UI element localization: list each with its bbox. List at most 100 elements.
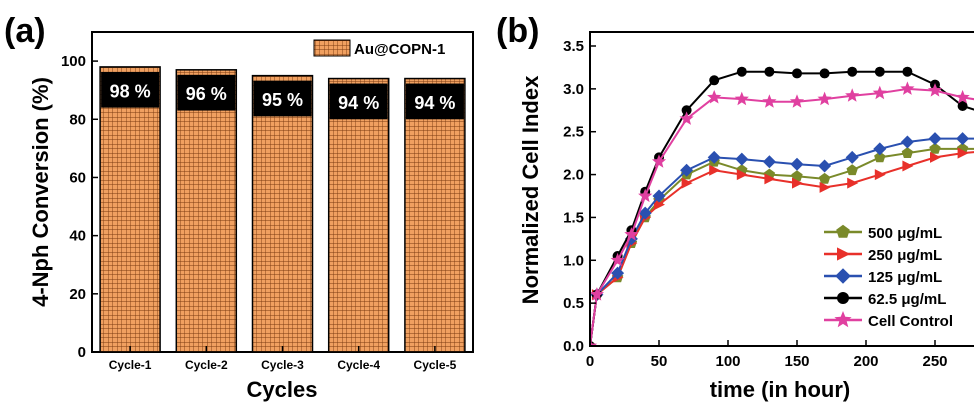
data-point-marker [928,132,942,146]
legend-label: 250 μg/mL [868,247,942,264]
data-point-marker [874,151,886,163]
panel-b-legend: 500 μg/mL 250 μg/mL 125 μg/mL 62.5 μg/mL Cel… [824,224,953,330]
bar [327,77,390,353]
y-tick-label: 60 [69,169,86,186]
bar-top-band [101,71,160,108]
panel-b-label: (b) [496,12,539,50]
legend-label: 125 μg/mL [868,269,942,286]
bar [175,69,238,353]
panel-a-ylabel: 4-Nph Conversion (%) [28,77,53,307]
y-tick-label: 2.5 [563,124,584,141]
y-tick-label: 40 [69,228,86,245]
panel-a-legend: Au@COPN-1 [313,39,445,58]
data-point-marker [847,66,858,77]
data-point-marker [652,189,666,203]
data-point-marker [900,81,915,95]
data-point-marker [590,338,598,345]
data-point-marker [929,142,941,154]
data-point-marker [872,85,887,100]
data-point-marker [927,83,943,97]
data-point-marker [957,101,968,111]
legend-swatch [313,39,351,57]
data-point-marker [611,266,625,280]
panel-a: (a) 98 % 96 % 95 % 94 % 94 % 0 20 40 60 80 100 Cy… [4,12,474,402]
data-point-marker [736,66,747,77]
data-point-marker [836,224,850,238]
data-point-marker [955,89,970,104]
bar-top-band [177,74,236,111]
x-tick-label: 50 [651,353,668,370]
y-tick-label: 100 [61,53,86,70]
data-point-marker [837,247,851,261]
bar-data-label: 98 % [110,81,151,101]
data-point-marker [762,94,777,108]
legend-label: 62.5 μg/mL [868,291,946,308]
data-point-marker [709,164,721,176]
data-point-marker [900,135,914,149]
y-tick-label: 1.0 [563,252,584,269]
data-point-marker [956,132,970,146]
legend-label: Au@COPN-1 [354,41,445,58]
data-point-marker [707,150,721,164]
data-point-marker [902,160,914,172]
panel-b-ylabel: Normalized Cell Index [518,75,543,304]
data-point-marker [790,157,804,171]
x-tick-label: Cycle-1 [109,358,152,372]
y-tick-label: 3.0 [563,81,584,98]
data-point-marker [624,227,639,241]
data-point-marker [845,150,859,164]
bar-data-label: 94 % [338,93,379,113]
y-tick-label: 0 [78,344,86,361]
data-point-marker [736,169,748,181]
data-point-marker [764,66,775,77]
data-point-marker [818,172,831,184]
data-point-marker [847,177,859,189]
data-point-marker [817,91,832,106]
data-point-marker [791,170,803,182]
data-point-marker [681,177,693,189]
x-tick-label: Cycle-4 [337,358,380,372]
bar [404,77,466,353]
data-point-marker [610,252,625,267]
y-tick-label: 1.5 [563,209,584,226]
bar-data-label: 96 % [186,84,227,104]
y-tick-label: 0.5 [563,295,584,312]
x-tick-label: Cycle-5 [414,358,457,372]
y-tick-label: 2.0 [563,167,584,184]
panel-b: (b) 0.0 0.5 1.0 1.5 2.0 2.5 3.0 3.5 0 50 100 150 20… [496,12,974,402]
x-tick-label: 100 [715,353,740,370]
bar-top-band [405,83,464,120]
data-point-marker [792,68,802,79]
panel-a-label: (a) [4,12,46,50]
x-tick-label: 250 [922,353,947,370]
data-point-marker [654,199,665,211]
data-point-marker [789,94,805,108]
bar-top-band [253,80,312,117]
data-point-marker [762,155,776,169]
data-point-marker [873,142,887,156]
data-point-marker [957,147,969,159]
data-point-marker [792,177,803,189]
bar [251,74,314,353]
data-point-marker [819,181,831,193]
data-point-marker [901,147,914,158]
data-point-marker [874,66,885,77]
bar-top-band [329,83,388,120]
data-point-marker [651,154,667,168]
y-tick-label: 80 [69,111,86,128]
x-tick-label: 150 [784,353,809,370]
data-point-marker [834,311,852,328]
bar-data-label: 95 % [262,90,303,110]
data-point-marker [707,89,722,104]
data-point-marker [764,173,776,185]
bar-data-label: 94 % [414,93,455,113]
x-tick-label: Cycle-2 [185,358,228,372]
data-point-marker [679,111,694,125]
data-point-marker [680,163,694,177]
data-point-marker [845,88,860,102]
data-point-marker [638,188,653,203]
data-point-marker [638,206,652,220]
y-tick-label: 0.0 [563,338,584,355]
data-point-marker [837,292,849,304]
